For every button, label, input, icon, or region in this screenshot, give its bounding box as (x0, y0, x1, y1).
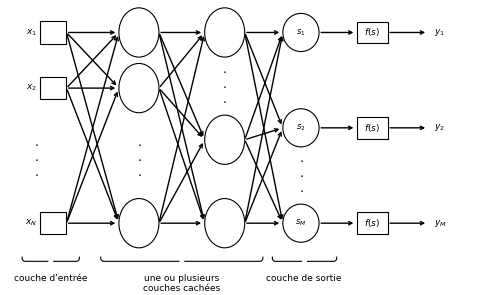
Text: $\cdot$
$\cdot$
$\cdot$: $\cdot$ $\cdot$ $\cdot$ (137, 138, 141, 181)
Text: une ou plusieurs
couches cachées: une ou plusieurs couches cachées (143, 274, 220, 294)
FancyBboxPatch shape (357, 22, 388, 43)
Text: $y_{1}$: $y_{1}$ (435, 27, 445, 38)
Text: couche d'entrée: couche d'entrée (14, 274, 87, 283)
Text: $x_{N}$: $x_{N}$ (25, 218, 37, 228)
Ellipse shape (119, 8, 159, 57)
Ellipse shape (205, 199, 245, 248)
Text: $f(s)$: $f(s)$ (364, 122, 380, 134)
Ellipse shape (205, 115, 245, 164)
Text: $y_{2}$: $y_{2}$ (435, 122, 445, 133)
FancyBboxPatch shape (40, 77, 66, 99)
FancyBboxPatch shape (357, 117, 388, 139)
FancyBboxPatch shape (40, 21, 66, 44)
Ellipse shape (283, 204, 319, 242)
FancyBboxPatch shape (40, 212, 66, 234)
Ellipse shape (119, 63, 159, 113)
Text: $\cdot$
$\cdot$
$\cdot$: $\cdot$ $\cdot$ $\cdot$ (299, 154, 303, 197)
Text: couche de sortie: couche de sortie (266, 274, 341, 283)
Ellipse shape (283, 13, 319, 52)
Text: $f(s)$: $f(s)$ (364, 27, 380, 38)
Ellipse shape (283, 109, 319, 147)
FancyBboxPatch shape (357, 212, 388, 234)
Ellipse shape (119, 199, 159, 248)
Text: $y_{M}$: $y_{M}$ (435, 218, 447, 229)
Text: $s_{2}$: $s_{2}$ (296, 123, 306, 133)
Text: $s_{M}$: $s_{M}$ (295, 218, 306, 228)
Text: $x_{1}$: $x_{1}$ (26, 27, 37, 38)
Ellipse shape (205, 8, 245, 57)
Text: $f(s)$: $f(s)$ (364, 217, 380, 229)
Text: $x_{2}$: $x_{2}$ (26, 83, 37, 93)
Text: $\cdot$
$\cdot$
$\cdot$: $\cdot$ $\cdot$ $\cdot$ (222, 65, 227, 108)
Text: $\cdot$
$\cdot$
$\cdot$: $\cdot$ $\cdot$ $\cdot$ (34, 138, 39, 181)
Text: $s_{1}$: $s_{1}$ (296, 27, 306, 38)
